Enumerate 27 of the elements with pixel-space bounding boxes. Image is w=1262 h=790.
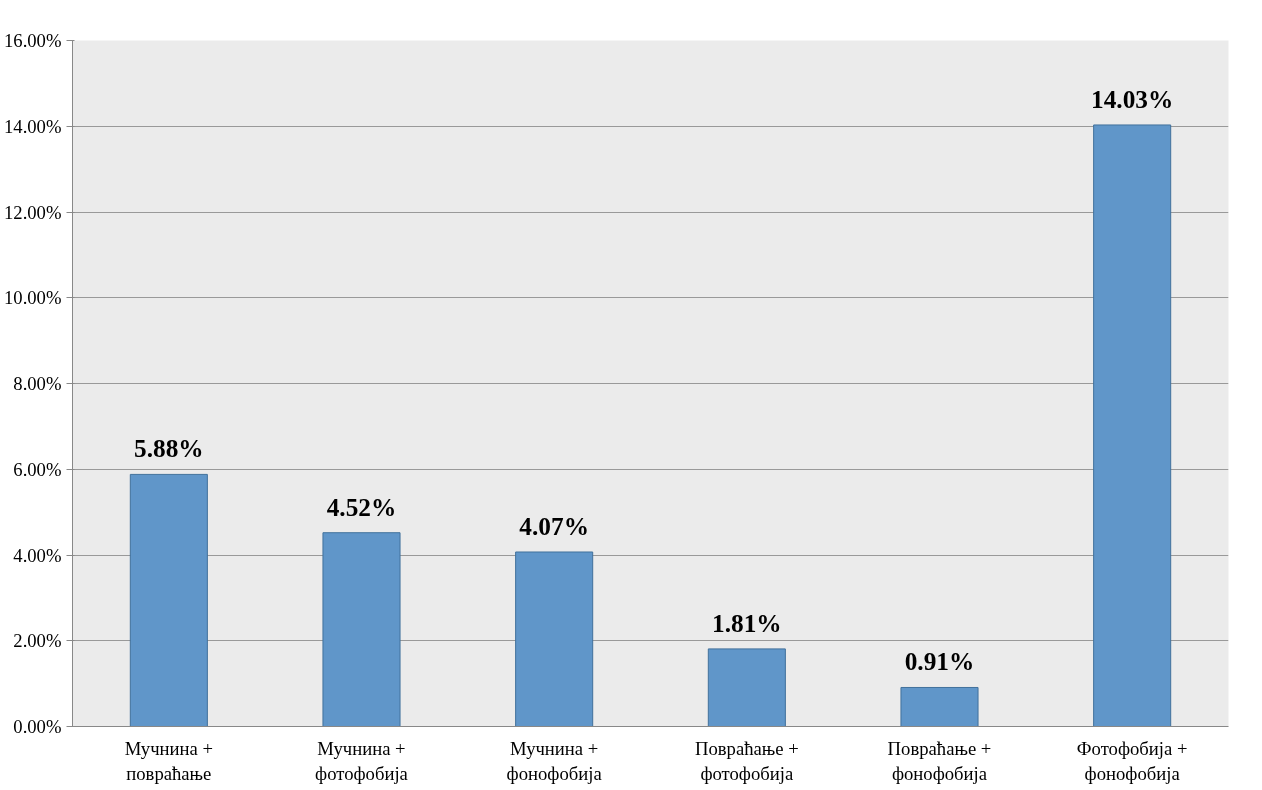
bar [1093, 124, 1172, 727]
bar [900, 686, 979, 727]
data-label: 14.03% [1091, 84, 1174, 113]
bar [322, 532, 401, 727]
y-tick-label: 10.00% [3, 287, 62, 309]
x-tick-label: Повраћање + фонофобија [887, 737, 992, 784]
y-tick-label: 2.00% [13, 630, 62, 652]
bar [515, 551, 594, 727]
y-tick-label: 12.00% [3, 201, 62, 223]
x-tick-label: Фотофобија + фонофобија [1076, 737, 1188, 784]
bar [129, 473, 208, 727]
x-tick-label: Повраћање + фотофобија [694, 737, 799, 784]
y-tick-label: 14.00% [3, 115, 62, 137]
data-label: 5.88% [134, 434, 204, 463]
data-label: 4.07% [519, 512, 589, 540]
data-label: 4.52% [326, 492, 397, 521]
data-label: 1.81% [712, 608, 782, 637]
y-tick-label: 16.00% [3, 30, 62, 51]
y-tick-label: 4.00% [13, 544, 62, 566]
x-tick-label: Мучнина + фонофобија [506, 737, 603, 784]
y-tick-label: 8.00% [13, 373, 62, 394]
y-tick-label: 6.00% [13, 458, 62, 480]
data-label: 0.91% [904, 647, 975, 676]
x-tick-label: Мучнина + повраћање [124, 737, 213, 784]
bar [707, 648, 786, 727]
x-tick-label: Мучнина + фотофобија [315, 737, 409, 784]
y-tick-label: 0.00% [13, 716, 62, 737]
